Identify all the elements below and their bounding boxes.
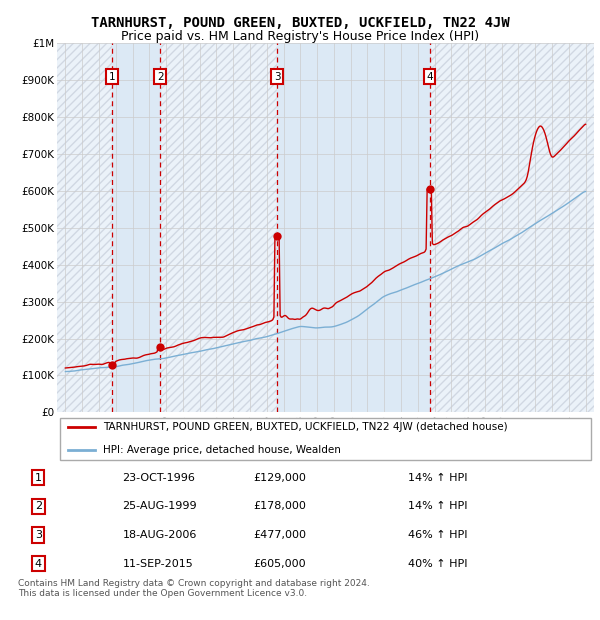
Text: 18-AUG-2006: 18-AUG-2006 xyxy=(122,530,197,540)
Text: 3: 3 xyxy=(35,530,41,540)
Text: 14% ↑ HPI: 14% ↑ HPI xyxy=(408,502,467,512)
Text: £605,000: £605,000 xyxy=(253,559,306,569)
Bar xyxy=(112,43,160,412)
Bar xyxy=(430,43,594,412)
Text: 25-AUG-1999: 25-AUG-1999 xyxy=(122,502,197,512)
Text: £178,000: £178,000 xyxy=(253,502,306,512)
Text: 46% ↑ HPI: 46% ↑ HPI xyxy=(408,530,467,540)
Text: 1: 1 xyxy=(109,71,116,82)
Text: 40% ↑ HPI: 40% ↑ HPI xyxy=(408,559,467,569)
Text: Price paid vs. HM Land Registry's House Price Index (HPI): Price paid vs. HM Land Registry's House … xyxy=(121,30,479,43)
Text: 23-OCT-1996: 23-OCT-1996 xyxy=(122,472,196,483)
Text: 14% ↑ HPI: 14% ↑ HPI xyxy=(408,472,467,483)
Bar xyxy=(57,43,112,412)
Text: TARNHURST, POUND GREEN, BUXTED, UCKFIELD, TN22 4JW: TARNHURST, POUND GREEN, BUXTED, UCKFIELD… xyxy=(91,16,509,30)
Text: 4: 4 xyxy=(426,71,433,82)
Text: 3: 3 xyxy=(274,71,281,82)
Text: 1: 1 xyxy=(35,472,41,483)
Bar xyxy=(160,43,277,412)
Text: HPI: Average price, detached house, Wealden: HPI: Average price, detached house, Weal… xyxy=(103,445,341,455)
Text: 4: 4 xyxy=(35,559,42,569)
Text: 2: 2 xyxy=(35,502,42,512)
Text: £477,000: £477,000 xyxy=(253,530,306,540)
Text: TARNHURST, POUND GREEN, BUXTED, UCKFIELD, TN22 4JW (detached house): TARNHURST, POUND GREEN, BUXTED, UCKFIELD… xyxy=(103,422,507,432)
FancyBboxPatch shape xyxy=(59,418,592,459)
Text: 11-SEP-2015: 11-SEP-2015 xyxy=(122,559,193,569)
Bar xyxy=(277,43,430,412)
Text: 2: 2 xyxy=(157,71,164,82)
Text: Contains HM Land Registry data © Crown copyright and database right 2024.
This d: Contains HM Land Registry data © Crown c… xyxy=(18,578,370,598)
Text: £129,000: £129,000 xyxy=(253,472,306,483)
